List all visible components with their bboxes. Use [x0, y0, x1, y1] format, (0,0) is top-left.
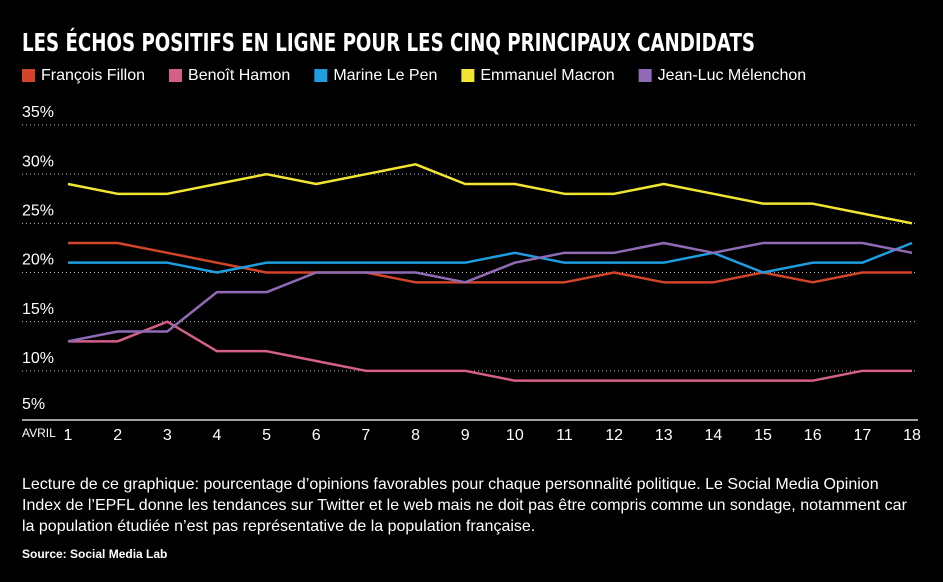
x-tick-label: 16 — [804, 427, 822, 444]
x-tick-label: 9 — [461, 427, 470, 444]
x-tick-label: 14 — [705, 427, 723, 444]
y-tick-label: 25% — [22, 203, 54, 220]
legend-label: Marine Le Pen — [333, 67, 437, 84]
x-axis-label: AVRIL — [22, 426, 56, 440]
series-line — [67, 163, 913, 225]
chart-title: LES ÉCHOS POSITIFS EN LIGNE POUR LES CIN… — [22, 28, 755, 57]
x-tick-label: 6 — [312, 427, 321, 444]
legend-swatch — [461, 69, 475, 82]
x-tick-label: 11 — [556, 427, 573, 444]
y-tick-label: 35% — [22, 104, 54, 121]
x-tick-label: 10 — [506, 427, 524, 444]
source: Source: Social Media Lab — [22, 547, 168, 561]
note: Lecture de ce graphique: pourcentage d’o… — [22, 476, 907, 535]
legend-swatch — [169, 69, 183, 82]
series-line — [68, 241, 913, 274]
x-tick-label: 15 — [754, 427, 772, 444]
y-tick-label: 10% — [22, 350, 54, 367]
x-tick-label: 3 — [163, 427, 172, 444]
legend-label: Benoît Hamon — [188, 67, 290, 84]
series-line — [67, 241, 913, 343]
series-line — [68, 320, 912, 382]
legend-label: Jean-Luc Mélenchon — [658, 67, 807, 84]
series-line — [68, 241, 912, 284]
x-tick-label: 5 — [262, 427, 271, 444]
legend-swatch — [638, 69, 652, 82]
x-tick-label: 17 — [853, 427, 871, 444]
x-tick-label: 18 — [903, 427, 921, 444]
legend-swatch — [22, 69, 35, 82]
legend-label: François Fillon — [41, 67, 145, 84]
y-tick-label: 30% — [22, 153, 54, 170]
y-tick-label: 5% — [22, 396, 45, 413]
x-tick-label: 1 — [64, 427, 73, 444]
x-tick-label: 8 — [411, 427, 420, 444]
x-tick-label: 7 — [361, 427, 370, 444]
legend-swatch — [314, 69, 328, 82]
y-tick-label: 15% — [22, 301, 54, 318]
x-tick-label: 2 — [113, 427, 122, 444]
x-tick-label: 13 — [655, 427, 673, 444]
x-tick-label: 4 — [212, 427, 221, 444]
legend-label: Emmanuel Macron — [480, 67, 614, 84]
y-tick-label: 20% — [22, 252, 54, 269]
x-tick-label: 12 — [605, 427, 623, 444]
